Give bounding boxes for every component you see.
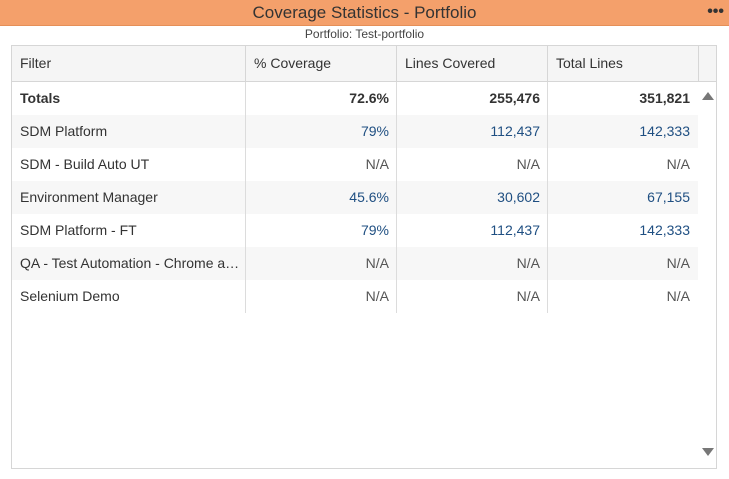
cell-lines-covered: N/A (516, 288, 540, 304)
vertical-scrollbar[interactable] (699, 82, 716, 468)
widget-title-bar: Coverage Statistics - Portfolio ••• (0, 0, 729, 26)
table-row-totals[interactable]: Totals 72.6% 255,476 351,821 (12, 82, 698, 115)
column-divider (547, 82, 548, 313)
table-body: Totals 72.6% 255,476 351,821 SDM Platfor… (12, 82, 698, 313)
cell-filter: QA - Test Automation - Chrome a… (20, 255, 240, 271)
cell-coverage[interactable]: 79% (360, 222, 389, 238)
cell-filter: Environment Manager (20, 189, 158, 205)
column-header-lines-covered[interactable]: Lines Covered (397, 46, 548, 81)
column-divider (396, 82, 397, 313)
cell-filter: SDM - Build Auto UT (20, 156, 150, 172)
cell-total-lines[interactable]: 142,333 (639, 222, 690, 238)
cell-total-lines[interactable]: 142,333 (639, 123, 690, 139)
more-options-icon[interactable]: ••• (707, 3, 724, 20)
table-header: Filter % Coverage Lines Covered Total Li… (12, 46, 716, 82)
cell-lines-covered: N/A (516, 156, 540, 172)
cell-lines-covered[interactable]: 112,437 (490, 123, 540, 139)
cell-filter: Totals (20, 90, 61, 106)
cell-total-lines[interactable]: 67,155 (647, 189, 690, 205)
table-row[interactable]: QA - Test Automation - Chrome a… N/A N/A… (12, 247, 698, 280)
table-row[interactable]: Selenium Demo N/A N/A N/A (12, 280, 698, 313)
cell-filter: Selenium Demo (20, 288, 120, 304)
table-row[interactable]: SDM Platform - FT 79% 112,437 142,333 (12, 214, 698, 247)
cell-total-lines: N/A (666, 255, 690, 271)
cell-coverage: N/A (365, 288, 389, 304)
coverage-table: Filter % Coverage Lines Covered Total Li… (11, 45, 717, 469)
cell-total-lines: 351,821 (639, 90, 690, 106)
cell-total-lines: N/A (666, 156, 690, 172)
scroll-down-arrow-icon[interactable] (702, 448, 714, 456)
column-header-filter[interactable]: Filter (12, 46, 246, 81)
column-header-total-lines[interactable]: Total Lines (548, 46, 699, 81)
portfolio-subtitle: Portfolio: Test-portfolio (304, 27, 425, 41)
cell-lines-covered: 255,476 (489, 90, 540, 106)
table-row[interactable]: SDM Platform 79% 112,437 142,333 (12, 115, 698, 148)
widget-title: Coverage Statistics - Portfolio (252, 3, 477, 22)
cell-lines-covered[interactable]: 30,602 (497, 189, 540, 205)
scroll-up-arrow-icon[interactable] (702, 92, 714, 100)
cell-coverage[interactable]: 79% (360, 123, 389, 139)
cell-filter: SDM Platform (20, 123, 108, 139)
cell-lines-covered[interactable]: 112,437 (490, 222, 540, 238)
table-row[interactable]: Environment Manager 45.6% 30,602 67,155 (12, 181, 698, 214)
cell-coverage: N/A (365, 255, 389, 271)
cell-filter: SDM Platform - FT (20, 222, 137, 238)
cell-coverage: 72.6% (349, 90, 389, 106)
cell-coverage[interactable]: 45.6% (349, 189, 389, 205)
table-row[interactable]: SDM - Build Auto UT N/A N/A N/A (12, 148, 698, 181)
cell-lines-covered: N/A (516, 255, 540, 271)
cell-total-lines: N/A (666, 288, 690, 304)
cell-coverage: N/A (365, 156, 389, 172)
column-divider (245, 82, 246, 313)
column-header-coverage[interactable]: % Coverage (246, 46, 397, 81)
